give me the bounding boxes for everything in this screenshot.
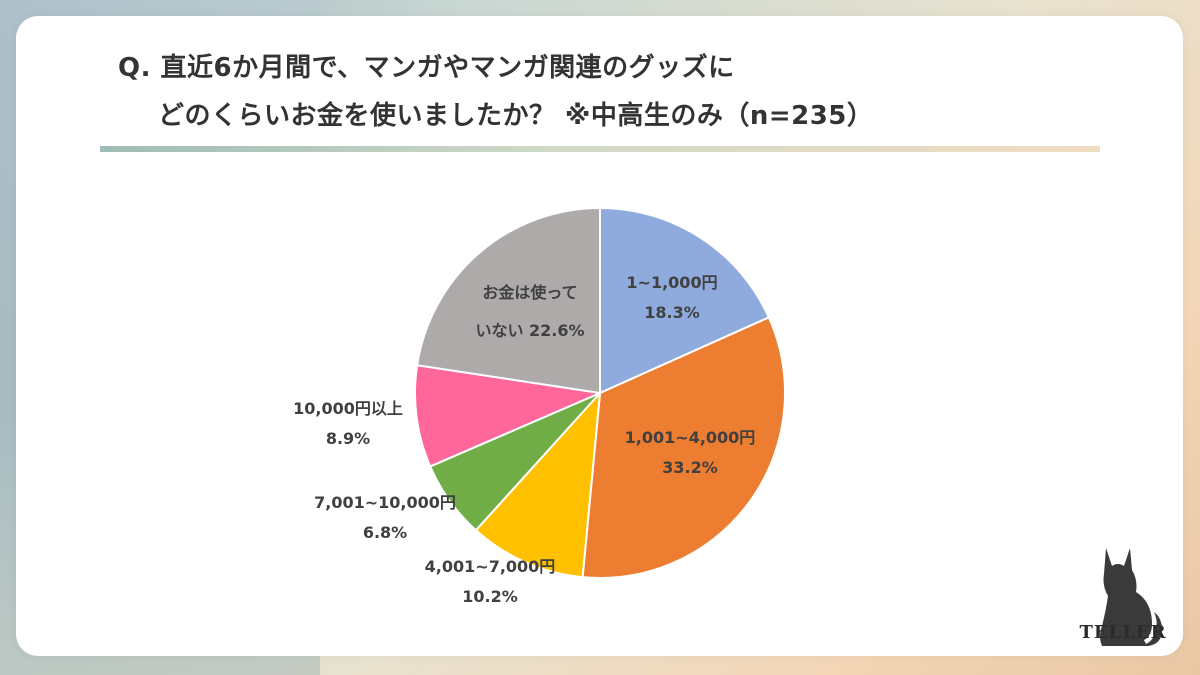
pie-slice-0 [599,206,771,395]
title-line-1: Q. 直近6か月間で、マンガやマンガ関連のグッズに [118,53,735,83]
slice-value-5: いない 22.6% [475,321,584,340]
slice-label-5: お金は使っていない 22.6% [475,283,584,340]
slice-label-3: 7,001~10,000円 6.8% [314,493,456,542]
brand-logo-text: TELLER [1079,622,1167,643]
cat-silhouette-icon [1100,548,1162,646]
chart-title: Q. 直近6か月間で、マンガやマンガ関連のグッズに どのくらいお金を使いましたか… [118,44,873,140]
slice-value-3: 6.8% [363,523,407,542]
slice-value-4: 8.9% [326,429,370,448]
slice-label-2: 4,001~7,000円 10.2% [425,557,556,606]
slice-value-1: 33.2% [662,458,718,477]
slice-label-1: 1,001~4,000円 33.2% [625,428,756,477]
pie-slice-4 [414,364,604,468]
slice-label-4: 10,000円以上 8.9% [293,399,403,448]
pie-slice-2 [474,390,602,579]
title-underline [100,146,1100,152]
title-line-2: どのくらいお金を使いましたか？ ※中高生のみ（n=235） [158,101,874,131]
pie-slice-1 [581,316,786,579]
pie-slice-5 [415,206,601,395]
slice-value-0: 18.3% [644,303,700,322]
slice-value-2: 10.2% [462,587,518,606]
slice-label-0: 1~1,000円 18.3% [626,273,717,322]
